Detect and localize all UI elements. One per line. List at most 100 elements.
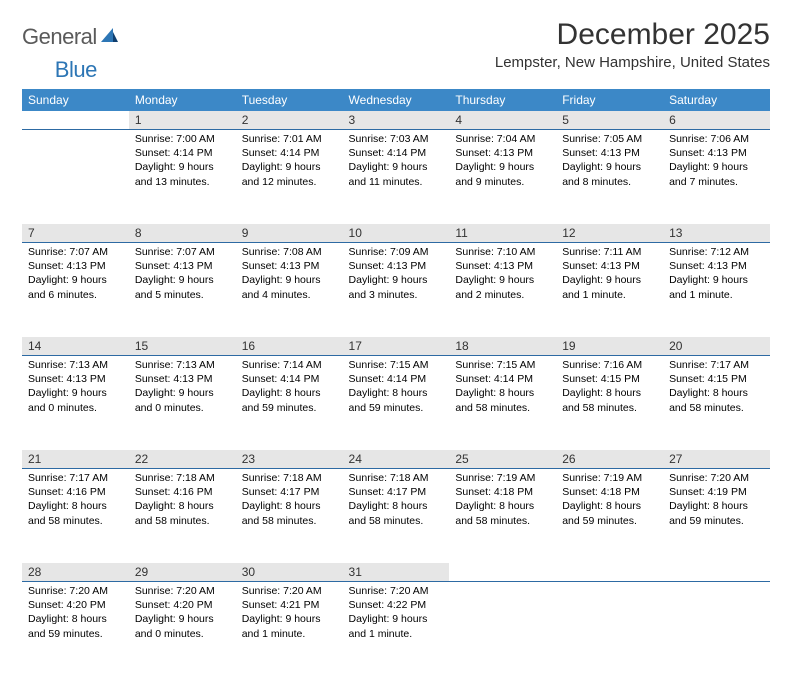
day2-text: and 58 minutes. [242, 514, 337, 528]
day-number-row: 21222324252627 [22, 450, 770, 469]
day1-text: Daylight: 9 hours [669, 160, 764, 174]
day-content-cell: Sunrise: 7:16 AMSunset: 4:15 PMDaylight:… [556, 356, 663, 451]
day-number-cell: 5 [556, 111, 663, 130]
title-block: December 2025 Lempster, New Hampshire, U… [495, 18, 770, 71]
day-content-cell: Sunrise: 7:13 AMSunset: 4:13 PMDaylight:… [22, 356, 129, 451]
day2-text: and 4 minutes. [242, 288, 337, 302]
day2-text: and 7 minutes. [669, 175, 764, 189]
sunrise-text: Sunrise: 7:20 AM [135, 584, 230, 598]
day-content-cell: Sunrise: 7:10 AMSunset: 4:13 PMDaylight:… [449, 243, 556, 338]
day1-text: Daylight: 8 hours [242, 499, 337, 513]
day-content-cell: Sunrise: 7:17 AMSunset: 4:16 PMDaylight:… [22, 469, 129, 564]
weekday-header: Thursday [449, 89, 556, 111]
day-number-row: 14151617181920 [22, 337, 770, 356]
day1-text: Daylight: 9 hours [242, 612, 337, 626]
day2-text: and 0 minutes. [135, 627, 230, 641]
day-number-cell: 4 [449, 111, 556, 130]
sunrise-text: Sunrise: 7:18 AM [242, 471, 337, 485]
weekday-header: Tuesday [236, 89, 343, 111]
sunset-text: Sunset: 4:21 PM [242, 598, 337, 612]
sunrise-text: Sunrise: 7:20 AM [242, 584, 337, 598]
day2-text: and 1 minute. [349, 627, 444, 641]
day-content-cell: Sunrise: 7:07 AMSunset: 4:13 PMDaylight:… [22, 243, 129, 338]
sail-icon [99, 26, 119, 49]
sunset-text: Sunset: 4:13 PM [562, 259, 657, 273]
day1-text: Daylight: 9 hours [135, 612, 230, 626]
day1-text: Daylight: 8 hours [349, 499, 444, 513]
day-number-cell [663, 563, 770, 582]
day-number-cell: 6 [663, 111, 770, 130]
day-content-cell: Sunrise: 7:15 AMSunset: 4:14 PMDaylight:… [449, 356, 556, 451]
day-number-cell: 22 [129, 450, 236, 469]
day-content-cell: Sunrise: 7:17 AMSunset: 4:15 PMDaylight:… [663, 356, 770, 451]
day1-text: Daylight: 8 hours [135, 499, 230, 513]
day-content-cell: Sunrise: 7:14 AMSunset: 4:14 PMDaylight:… [236, 356, 343, 451]
sunset-text: Sunset: 4:13 PM [28, 372, 123, 386]
weekday-header: Wednesday [343, 89, 450, 111]
day-number-cell: 20 [663, 337, 770, 356]
sunrise-text: Sunrise: 7:18 AM [135, 471, 230, 485]
day-number-cell [22, 111, 129, 130]
day-number-cell: 13 [663, 224, 770, 243]
sunset-text: Sunset: 4:14 PM [242, 372, 337, 386]
calendar-table: Sunday Monday Tuesday Wednesday Thursday… [22, 89, 770, 676]
day-content-cell: Sunrise: 7:15 AMSunset: 4:14 PMDaylight:… [343, 356, 450, 451]
sunrise-text: Sunrise: 7:19 AM [455, 471, 550, 485]
sunset-text: Sunset: 4:17 PM [349, 485, 444, 499]
day-content-cell: Sunrise: 7:09 AMSunset: 4:13 PMDaylight:… [343, 243, 450, 338]
sunrise-text: Sunrise: 7:07 AM [135, 245, 230, 259]
day-number-cell [449, 563, 556, 582]
sunrise-text: Sunrise: 7:07 AM [28, 245, 123, 259]
day2-text: and 5 minutes. [135, 288, 230, 302]
day-content-cell: Sunrise: 7:08 AMSunset: 4:13 PMDaylight:… [236, 243, 343, 338]
day1-text: Daylight: 9 hours [562, 273, 657, 287]
day1-text: Daylight: 8 hours [349, 386, 444, 400]
day-number-cell: 10 [343, 224, 450, 243]
day-content-cell: Sunrise: 7:04 AMSunset: 4:13 PMDaylight:… [449, 130, 556, 225]
sunset-text: Sunset: 4:15 PM [669, 372, 764, 386]
day-content-cell: Sunrise: 7:19 AMSunset: 4:18 PMDaylight:… [449, 469, 556, 564]
day-number-cell: 1 [129, 111, 236, 130]
day-content-row: Sunrise: 7:17 AMSunset: 4:16 PMDaylight:… [22, 469, 770, 564]
day-content-cell: Sunrise: 7:20 AMSunset: 4:21 PMDaylight:… [236, 582, 343, 676]
day-number-cell: 21 [22, 450, 129, 469]
day1-text: Daylight: 8 hours [455, 499, 550, 513]
sunrise-text: Sunrise: 7:13 AM [135, 358, 230, 372]
sunrise-text: Sunrise: 7:20 AM [349, 584, 444, 598]
sunset-text: Sunset: 4:13 PM [135, 259, 230, 273]
sunrise-text: Sunrise: 7:14 AM [242, 358, 337, 372]
day1-text: Daylight: 9 hours [242, 160, 337, 174]
day-number-cell: 3 [343, 111, 450, 130]
day-content-cell: Sunrise: 7:18 AMSunset: 4:17 PMDaylight:… [343, 469, 450, 564]
sunrise-text: Sunrise: 7:19 AM [562, 471, 657, 485]
weekday-header: Saturday [663, 89, 770, 111]
sunset-text: Sunset: 4:13 PM [28, 259, 123, 273]
day-number-row: 28293031 [22, 563, 770, 582]
location-text: Lempster, New Hampshire, United States [495, 54, 770, 71]
day-number-cell [556, 563, 663, 582]
day-content-cell: Sunrise: 7:13 AMSunset: 4:13 PMDaylight:… [129, 356, 236, 451]
sunrise-text: Sunrise: 7:03 AM [349, 132, 444, 146]
day1-text: Daylight: 9 hours [349, 612, 444, 626]
weekday-header: Friday [556, 89, 663, 111]
sunrise-text: Sunrise: 7:17 AM [28, 471, 123, 485]
day1-text: Daylight: 8 hours [455, 386, 550, 400]
day-content-cell [663, 582, 770, 676]
day2-text: and 59 minutes. [349, 401, 444, 415]
day1-text: Daylight: 9 hours [349, 273, 444, 287]
day2-text: and 58 minutes. [562, 401, 657, 415]
sunset-text: Sunset: 4:13 PM [562, 146, 657, 160]
sunset-text: Sunset: 4:13 PM [349, 259, 444, 273]
day-content-cell: Sunrise: 7:11 AMSunset: 4:13 PMDaylight:… [556, 243, 663, 338]
day2-text: and 11 minutes. [349, 175, 444, 189]
day-number-cell: 17 [343, 337, 450, 356]
sunrise-text: Sunrise: 7:06 AM [669, 132, 764, 146]
day2-text: and 13 minutes. [135, 175, 230, 189]
day1-text: Daylight: 9 hours [669, 273, 764, 287]
sunrise-text: Sunrise: 7:09 AM [349, 245, 444, 259]
sunrise-text: Sunrise: 7:17 AM [669, 358, 764, 372]
sunset-text: Sunset: 4:13 PM [242, 259, 337, 273]
sunset-text: Sunset: 4:22 PM [349, 598, 444, 612]
day2-text: and 59 minutes. [562, 514, 657, 528]
sunset-text: Sunset: 4:18 PM [562, 485, 657, 499]
